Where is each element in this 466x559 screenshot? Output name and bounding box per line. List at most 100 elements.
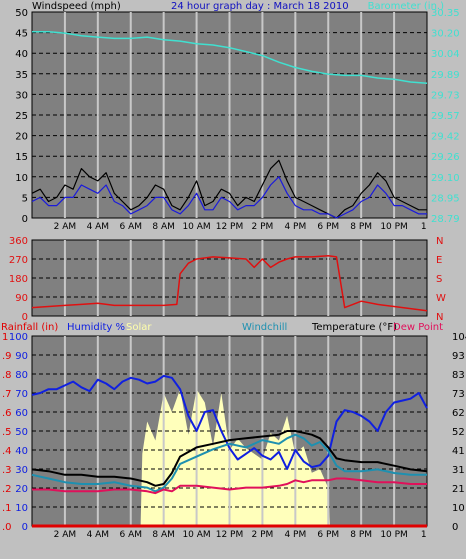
x-tick-label: 4 PM: [284, 222, 306, 232]
x-tick-label: 2 PM: [252, 530, 274, 540]
humidity-tick: 100: [9, 332, 28, 343]
compass-label: S: [436, 274, 442, 285]
barometer-tick: 29.73: [431, 90, 460, 101]
rainfall-tick: .6: [2, 408, 12, 419]
temperature-tick: 62: [452, 408, 465, 419]
windspeed-tick: 50: [15, 8, 28, 19]
windspeed-tick: 30: [15, 90, 28, 101]
solar-label: Solar: [126, 322, 152, 333]
temperature-tick: 41: [452, 446, 465, 457]
temperature-tick: 10: [452, 503, 465, 514]
panel1-x-ticks: 2 AM 4 AM 6 AM 8 AM 10 AM 12 PM 2 PM 4 PM 6 PM 8 …: [54, 222, 427, 232]
x-tick-label: 4 AM: [87, 222, 110, 232]
humidity-tick: 90: [15, 351, 28, 362]
temperature-tick: 0: [452, 522, 458, 533]
direction-tick: 90: [15, 293, 28, 304]
barometer-tick: 29.57: [431, 111, 460, 122]
windchill-label: Windchill: [242, 322, 287, 333]
panel1-series: [31, 31, 428, 219]
humidity-tick: 0: [22, 522, 28, 533]
dew-point-line: [32, 477, 427, 495]
panel3-series: [31, 374, 428, 528]
temperature-label: Temperature (°F): [311, 322, 397, 333]
rainfall-tick: .9: [2, 351, 12, 362]
windspeed-tick: 40: [15, 49, 28, 60]
x-tick-label: 8 PM: [350, 530, 372, 540]
wind-direction-line: [31, 255, 428, 312]
x-tick-label: 4 AM: [87, 530, 110, 540]
panel2-grid: [32, 240, 427, 316]
x-tick-label: 6 AM: [119, 222, 142, 232]
barometer-tick: 29.10: [431, 173, 460, 184]
windspeed-avg-line: [31, 176, 427, 219]
barometer-axis-label: Barometer (in.): [368, 1, 444, 12]
windspeed-tick: 0: [22, 214, 28, 225]
x-tick-label: 8 AM: [152, 530, 175, 540]
barometer-axis-ticks: 28.79 28.95 29.10 29.26 29.42 29.57 29.73 29.89…: [431, 8, 460, 225]
humidity-axis-ticks: 0 10 20 30 40 50 60 70 80 90 100: [9, 332, 28, 533]
windspeed-tick: 20: [15, 132, 28, 143]
dewpoint-label: Dew Point: [393, 322, 443, 333]
x-tick-label: 10 AM: [182, 222, 210, 232]
humidity-label: Humidity %: [67, 322, 125, 333]
windspeed-tick: 10: [15, 173, 28, 184]
temperature-tick: 73: [452, 389, 465, 400]
panel2-series: [31, 255, 428, 312]
rainfall-tick: .7: [2, 389, 12, 400]
barometer-tick: 29.42: [431, 132, 460, 143]
barometer-tick: 29.89: [431, 70, 460, 81]
temperature-tick: 83: [452, 370, 465, 381]
windchill-line: [31, 433, 427, 493]
compass-label: W: [436, 293, 446, 304]
x-tick-label: 12 PM: [216, 222, 244, 232]
x-tick-label: 8 AM: [152, 222, 175, 232]
rainfall-tick: 1: [2, 332, 8, 343]
x-tick-label: 4 PM: [284, 530, 306, 540]
direction-tick: 360: [9, 236, 28, 247]
direction-tick: 0: [22, 312, 28, 323]
barometer-tick: 30.20: [431, 29, 460, 40]
barometer-tick: 30.04: [431, 49, 460, 60]
rainfall-tick: .0: [2, 522, 12, 533]
x-tick-label: 10 AM: [182, 530, 210, 540]
humidity-tick: 40: [15, 446, 28, 457]
panel3-x-ticks: 2 AM 4 AM 6 AM 8 AM 10 AM 12 PM 2 PM 4 PM 6 PM 8 …: [54, 530, 427, 540]
x-tick-label: 12 PM: [216, 530, 244, 540]
rainfall-tick: .8: [2, 370, 12, 381]
barometer-tick: 29.26: [431, 152, 460, 163]
windspeed-axis-ticks: 0 5 10 15 20 25 30 35 40 45 50: [15, 8, 28, 225]
x-tick-label: 1: [421, 222, 427, 232]
temperature-tick: 93: [452, 351, 465, 362]
graph-title: 24 hour graph day : March 18 2010: [171, 1, 349, 12]
barometer-tick: 28.79: [431, 214, 460, 225]
temperature-line: [31, 430, 428, 487]
x-tick-label: 2 AM: [54, 222, 77, 232]
rainfall-axis-ticks: .0 .1 .2 .3 .4 .5 .6 .7 .8 .9 1: [2, 332, 12, 533]
rainfall-tick: .2: [2, 484, 12, 495]
rainfall-tick: .4: [2, 446, 12, 457]
compass-label: E: [436, 255, 442, 266]
humidity-tick: 70: [15, 389, 28, 400]
panel3-grid: [32, 336, 427, 526]
x-tick-label: 2 PM: [252, 222, 274, 232]
humidity-tick: 20: [15, 484, 28, 495]
windspeed-tick: 15: [15, 152, 28, 163]
windspeed-tick: 25: [15, 111, 28, 122]
panel1-grid: [32, 12, 427, 218]
temperature-tick: 21: [452, 484, 465, 495]
x-tick-label: 6 PM: [317, 530, 339, 540]
barometer-line: [32, 31, 428, 85]
x-tick-label: 10 PM: [380, 530, 408, 540]
windspeed-tick: 45: [15, 29, 28, 40]
direction-tick: 180: [9, 274, 28, 285]
x-tick-label: 6 PM: [317, 222, 339, 232]
compass-label: N: [436, 312, 443, 323]
x-tick-label: 2 AM: [54, 530, 77, 540]
humidity-tick: 10: [15, 503, 28, 514]
windspeed-tick: 5: [22, 193, 28, 204]
direction-tick: 270: [9, 255, 28, 266]
temperature-axis-ticks: 0 10 21 31 41 52 62 73 83 93 104: [452, 332, 466, 533]
barometer-tick: 30.35: [431, 8, 460, 19]
